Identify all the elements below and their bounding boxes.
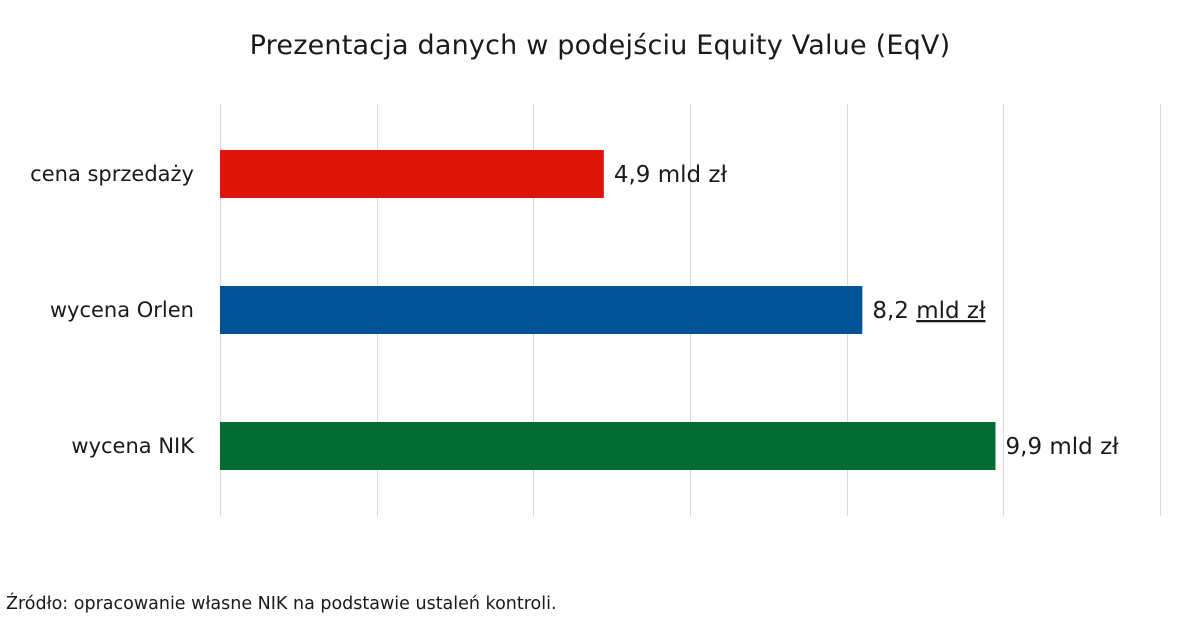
category-labels: cena sprzedaży wycena Orlen wycena NIK <box>30 162 195 458</box>
bar <box>220 286 863 334</box>
category-label: wycena Orlen <box>50 298 194 322</box>
category-label: wycena NIK <box>71 434 195 458</box>
bar <box>220 422 996 470</box>
chart-title: Prezentacja danych w podejściu Equity Va… <box>249 30 951 61</box>
bar <box>220 150 604 198</box>
data-labels: 4,9 mld zł 8,2 mld zł 9,9 mld zł <box>614 162 1119 460</box>
bar-chart: cena sprzedaży wycena Orlen wycena NIK 4,9… <box>30 104 1161 516</box>
data-label: 9,9 mld zł <box>1006 434 1120 460</box>
bars <box>220 150 996 470</box>
data-label: 8,2 mld zł <box>872 298 986 324</box>
data-label: 4,9 mld zł <box>614 162 728 188</box>
source-note: Źródło: opracowanie własne NIK na podsta… <box>6 594 557 614</box>
category-label: cena sprzedaży <box>30 162 194 186</box>
